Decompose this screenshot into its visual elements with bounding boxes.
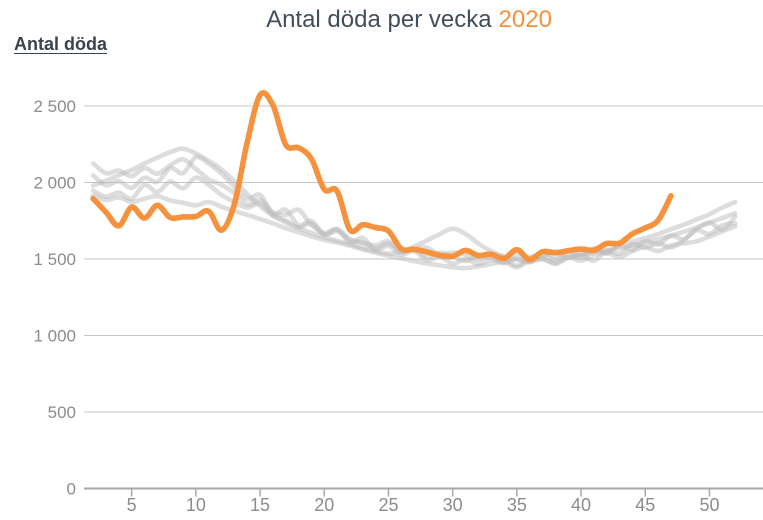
x-tick-label-25: 25 [378,495,398,515]
x-tick-label-30: 30 [443,495,463,515]
y-tick-label-1500: 1 500 [33,250,76,269]
chart-title-text: Antal döda per vecka [266,6,492,33]
chart-title: Antal döda per vecka 2020 [55,6,763,34]
y-tick-label-2000: 2 000 [33,174,76,193]
y-tick-label-0: 0 [67,480,76,499]
chart-title-year: 2020 [498,6,552,33]
y-tick-label-2500: 2 500 [33,97,76,116]
x-tick-label-5: 5 [127,495,137,515]
x-tick-label-45: 45 [635,495,655,515]
y-tick-label-1000: 1 000 [33,327,76,346]
x-tick-label-15: 15 [250,495,270,515]
series-line-reference-year-e[interactable] [90,193,738,271]
x-tick-label-10: 10 [186,495,206,515]
x-tick-label-50: 50 [699,495,719,515]
x-tick-label-20: 20 [314,495,334,515]
series-line-2020[interactable] [90,90,674,263]
y-axis-title: Antal döda [14,34,107,54]
y-tick-label-500: 500 [48,403,76,422]
x-tick-label-35: 35 [507,495,527,515]
x-tick-label-40: 40 [571,495,591,515]
